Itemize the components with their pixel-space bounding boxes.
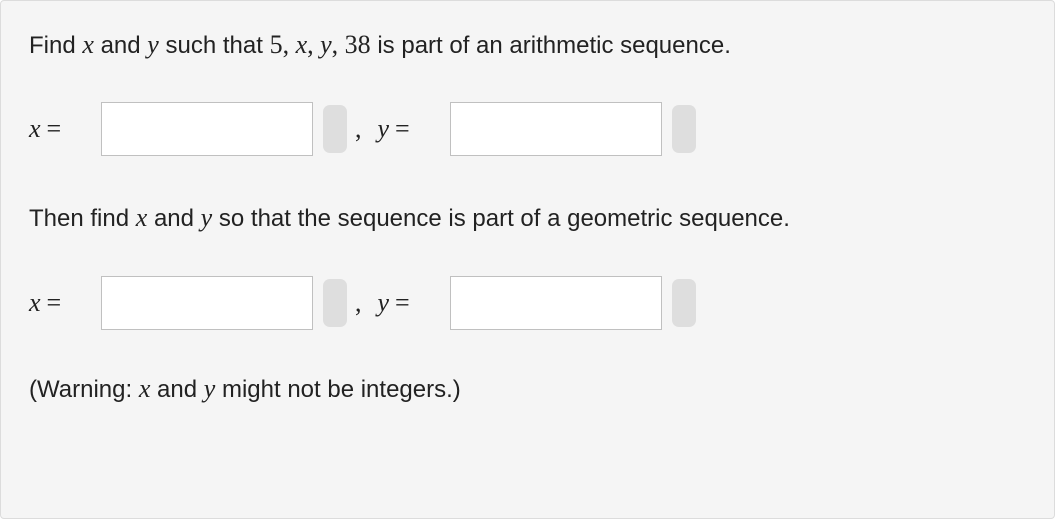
text-and: and	[94, 32, 147, 59]
equals-sign: =	[47, 288, 62, 318]
text-and: and	[147, 205, 200, 232]
var-x: x	[136, 203, 148, 232]
problem-container: Find x and y such that 5, x, y, 38 is pa…	[0, 0, 1055, 519]
geometric-answer-row: x = , y =	[29, 276, 1026, 330]
label-x: x	[29, 288, 41, 318]
var-y: y	[201, 203, 213, 232]
status-pill-icon	[672, 279, 696, 327]
var-y: y	[147, 30, 159, 59]
arithmetic-answer-row: x = , y =	[29, 102, 1026, 156]
var-y: y	[204, 374, 216, 403]
status-pill-icon	[323, 105, 347, 153]
text-then-find: Then find	[29, 205, 136, 232]
equals-sign: =	[47, 114, 62, 144]
prompt-arithmetic: Find x and y such that 5, x, y, 38 is pa…	[29, 27, 1026, 62]
seq-comma: ,	[332, 30, 345, 59]
comma-separator: ,	[355, 288, 362, 318]
warning-text: (Warning: x and y might not be integers.…	[29, 374, 1026, 404]
label-x: x	[29, 114, 41, 144]
seq-term-2: x	[296, 30, 308, 59]
var-x: x	[139, 374, 151, 403]
arithmetic-y-input[interactable]	[450, 102, 662, 156]
seq-comma: ,	[283, 30, 296, 59]
text-arithmetic-suffix: is part of an arithmetic sequence.	[371, 32, 731, 59]
var-x: x	[82, 30, 94, 59]
arithmetic-x-input[interactable]	[101, 102, 313, 156]
comma-separator: ,	[355, 114, 362, 144]
prompt-geometric: Then find x and y so that the sequence i…	[29, 200, 1026, 235]
warning-suffix: might not be integers.)	[215, 376, 460, 403]
geometric-x-input[interactable]	[101, 276, 313, 330]
status-pill-icon	[672, 105, 696, 153]
text-find: Find	[29, 32, 82, 59]
seq-term-1: 5	[270, 30, 283, 59]
label-y-equals: y =	[378, 288, 440, 318]
warning-and: and	[150, 376, 203, 403]
equals-sign: =	[395, 288, 410, 318]
label-y: y	[378, 114, 390, 144]
warning-prefix: (Warning:	[29, 376, 139, 403]
seq-comma: ,	[307, 30, 320, 59]
label-y: y	[378, 288, 390, 318]
label-y-equals: y =	[378, 114, 440, 144]
seq-term-4: 38	[345, 30, 371, 59]
label-x-equals: x =	[29, 288, 91, 318]
seq-term-3: y	[320, 30, 332, 59]
equals-sign: =	[395, 114, 410, 144]
text-such-that: such that	[159, 32, 270, 59]
text-geometric-suffix: so that the sequence is part of a geomet…	[212, 205, 790, 232]
label-x-equals: x =	[29, 114, 91, 144]
status-pill-icon	[323, 279, 347, 327]
geometric-y-input[interactable]	[450, 276, 662, 330]
